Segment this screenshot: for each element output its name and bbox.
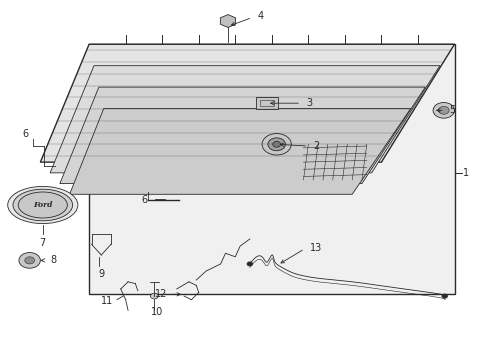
Polygon shape	[89, 44, 455, 294]
Text: 11: 11	[101, 296, 114, 306]
Text: 2: 2	[313, 141, 319, 151]
Text: 7: 7	[40, 238, 46, 248]
Polygon shape	[70, 109, 411, 194]
Text: 5: 5	[450, 105, 456, 115]
Polygon shape	[40, 44, 455, 162]
Ellipse shape	[8, 186, 78, 224]
Text: 6: 6	[142, 195, 147, 204]
Text: 4: 4	[257, 11, 263, 21]
Polygon shape	[50, 66, 440, 173]
Text: 6: 6	[23, 129, 29, 139]
Polygon shape	[60, 87, 425, 184]
Polygon shape	[220, 15, 236, 27]
Bar	[260, 100, 274, 107]
Circle shape	[439, 107, 449, 114]
Circle shape	[268, 138, 286, 151]
Circle shape	[273, 141, 281, 147]
Circle shape	[433, 103, 455, 118]
Ellipse shape	[18, 192, 67, 218]
Text: 10: 10	[151, 307, 164, 317]
Circle shape	[150, 293, 158, 299]
Text: 9: 9	[98, 269, 104, 279]
Ellipse shape	[13, 189, 73, 221]
Text: 3: 3	[306, 98, 312, 108]
Text: 8: 8	[50, 255, 56, 265]
Circle shape	[442, 294, 448, 298]
Circle shape	[247, 262, 253, 266]
Text: 13: 13	[310, 243, 322, 253]
Text: Ford: Ford	[33, 201, 52, 209]
Text: 12: 12	[155, 289, 167, 299]
Circle shape	[25, 257, 34, 264]
Text: 1: 1	[463, 168, 469, 178]
Circle shape	[262, 134, 291, 155]
Circle shape	[19, 252, 40, 268]
FancyBboxPatch shape	[256, 98, 278, 109]
